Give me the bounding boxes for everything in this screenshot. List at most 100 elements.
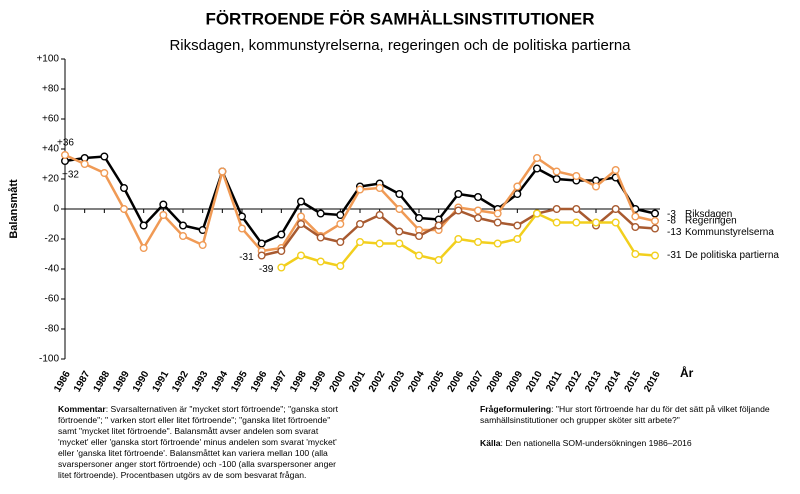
data-point xyxy=(651,224,660,233)
end-value-label: -31 xyxy=(667,250,682,261)
y-tick-label: 0 xyxy=(53,204,59,215)
data-point xyxy=(592,218,601,227)
data-point xyxy=(257,251,266,260)
data-point xyxy=(513,182,522,191)
y-tick-label: +40 xyxy=(42,144,59,155)
x-tick-label: 2001 xyxy=(347,369,368,394)
question-note: Frågeformulering: "Hur stort förtroende … xyxy=(480,404,780,426)
value-label: -39 xyxy=(259,264,274,275)
data-point xyxy=(415,213,424,222)
legend-label: Kommunstyrelserna xyxy=(685,227,774,238)
question-label: Frågeformulering xyxy=(480,404,552,414)
x-tick-label: 1999 xyxy=(308,369,329,394)
data-point xyxy=(592,182,601,191)
data-point xyxy=(316,257,325,266)
source-note: Källa: Den nationella SOM-undersökningen… xyxy=(480,438,780,449)
data-point xyxy=(493,218,502,227)
data-point xyxy=(651,216,660,225)
data-point xyxy=(611,165,620,174)
data-point xyxy=(552,174,561,183)
y-tick-label: -100 xyxy=(39,354,59,365)
x-tick-label: 2004 xyxy=(406,369,427,394)
data-point xyxy=(631,249,640,258)
y-tick-label: +20 xyxy=(42,174,59,185)
data-point xyxy=(61,150,70,159)
data-point xyxy=(80,159,89,168)
question-text: : "Hur stort förtroende har du för det s… xyxy=(480,404,770,425)
y-tick-label: +60 xyxy=(42,114,59,125)
chart: FÖRTROENDE FÖR SAMHÄLLSINSTITUTIONER Rik… xyxy=(8,9,779,394)
x-tick-label: 2012 xyxy=(564,369,585,394)
source-text: : Den nationella SOM-undersökningen 1986… xyxy=(500,438,692,448)
data-point xyxy=(395,204,404,213)
data-point xyxy=(375,210,384,219)
x-tick-label: 2005 xyxy=(426,369,447,394)
legend-label: Regeringen xyxy=(685,216,737,227)
data-point xyxy=(533,209,542,218)
comment-note: Kommentar: Svarsalternativen är "mycket … xyxy=(58,404,348,481)
end-value-label: -3 xyxy=(667,209,676,220)
data-point xyxy=(100,152,109,161)
x-tick-label: 2013 xyxy=(583,369,604,394)
data-point xyxy=(474,192,483,201)
data-point xyxy=(375,183,384,192)
data-point xyxy=(552,204,561,213)
x-tick-label: 1993 xyxy=(190,369,211,394)
legend-label: Riksdagen xyxy=(685,209,732,220)
x-tick-label: 2014 xyxy=(603,369,624,394)
data-point xyxy=(237,224,246,233)
data-point xyxy=(336,237,345,246)
data-point xyxy=(454,189,463,198)
data-point xyxy=(297,197,306,206)
x-tick-label: 1992 xyxy=(170,369,191,394)
data-point xyxy=(356,219,365,228)
legend-label: De politiska partierna xyxy=(685,250,779,261)
data-point xyxy=(297,219,306,228)
x-tick-label: 2006 xyxy=(446,369,467,394)
data-point xyxy=(277,263,286,272)
data-point xyxy=(493,209,502,218)
x-tick-label: 2011 xyxy=(544,369,565,394)
data-point xyxy=(415,231,424,240)
data-point xyxy=(513,221,522,230)
data-point xyxy=(395,189,404,198)
x-tick-label: 2016 xyxy=(642,369,663,394)
chart-subtitle: Riksdagen, kommunstyrelserna, regeringen… xyxy=(169,37,631,54)
data-point xyxy=(533,164,542,173)
data-point xyxy=(178,221,187,230)
data-point xyxy=(139,221,148,230)
x-tick-label: 2008 xyxy=(485,369,506,394)
data-point xyxy=(631,212,640,221)
data-point xyxy=(316,233,325,242)
y-tick-label: -80 xyxy=(45,324,60,335)
data-point xyxy=(454,206,463,215)
data-point xyxy=(611,204,620,213)
data-point xyxy=(415,251,424,260)
data-point xyxy=(493,239,502,248)
data-point xyxy=(218,167,227,176)
data-point xyxy=(513,234,522,243)
data-point xyxy=(572,204,581,213)
data-point xyxy=(474,206,483,215)
y-tick-label: +100 xyxy=(36,54,59,65)
data-point xyxy=(316,209,325,218)
data-point xyxy=(159,200,168,209)
data-point xyxy=(277,246,286,255)
data-point xyxy=(139,243,148,252)
data-point xyxy=(178,231,187,240)
end-value-label: -13 xyxy=(667,227,682,238)
x-tick-label: 1989 xyxy=(111,369,132,394)
y-tick-label: -40 xyxy=(45,264,60,275)
x-axis-label: År xyxy=(680,365,694,380)
data-point xyxy=(277,230,286,239)
x-tick-label: 1996 xyxy=(249,369,270,394)
value-label: -31 xyxy=(239,252,254,263)
data-point xyxy=(336,219,345,228)
series-line xyxy=(64,153,656,253)
x-tick-label: 1991 xyxy=(151,369,172,394)
x-tick-label: 2015 xyxy=(623,369,644,394)
x-tick-label: 1994 xyxy=(210,369,231,394)
data-point xyxy=(454,234,463,243)
value-label: +36 xyxy=(57,138,74,149)
data-point xyxy=(356,185,365,194)
